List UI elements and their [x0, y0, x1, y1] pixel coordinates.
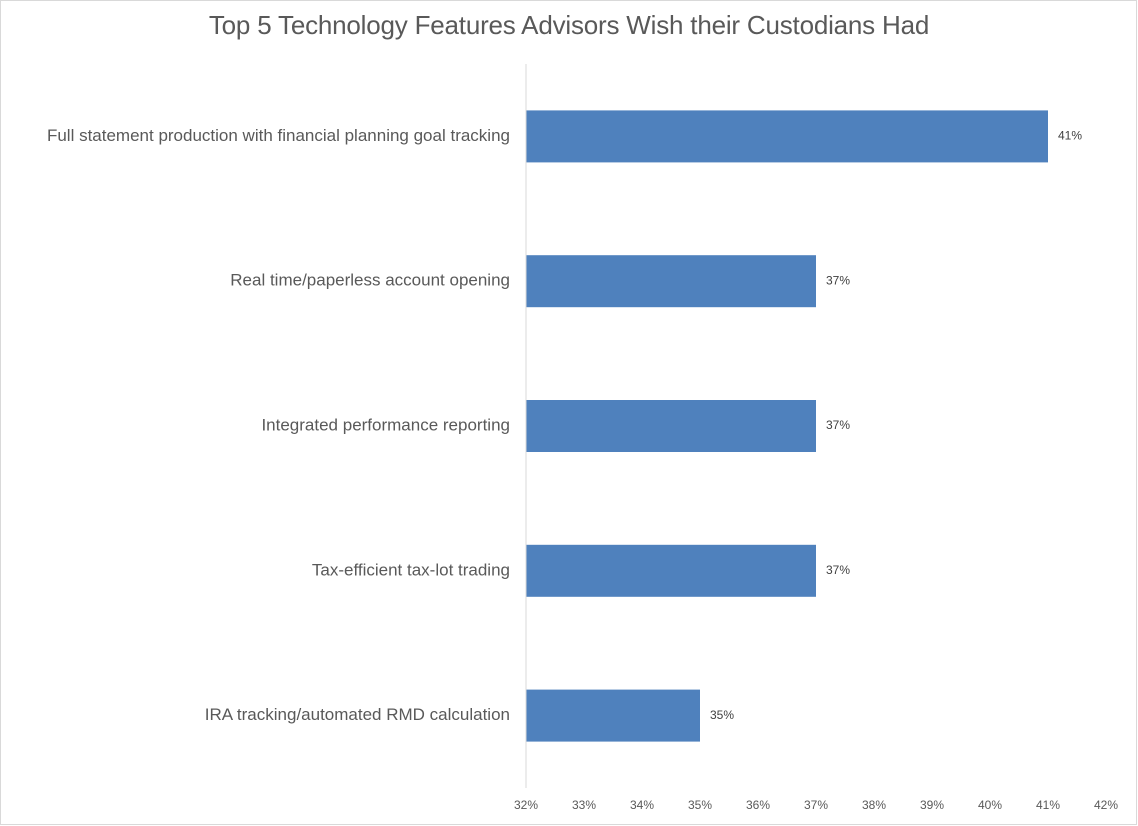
bars-layer [526, 110, 1048, 742]
x-tick-label-34: 34% [630, 798, 654, 812]
x-tick-label-40: 40% [978, 798, 1002, 812]
category-label-4: Tax-efficient tax-lot trading [312, 560, 510, 579]
x-tick-label-41: 41% [1036, 798, 1060, 812]
data-label-2: 37% [826, 273, 850, 287]
x-tick-label-37: 37% [804, 798, 828, 812]
category-label-2: Real time/paperless account opening [230, 271, 510, 290]
x-ticks-layer: 32% 33% 34% 35% 36% 37% 38% 39% 40% 41% 42% [514, 798, 1118, 812]
data-label-3: 37% [826, 418, 850, 432]
bar-4 [526, 544, 816, 597]
bar-5 [526, 689, 700, 742]
bar-2 [526, 255, 816, 308]
y-axis-layer: Full statement production with financial… [47, 64, 527, 788]
bar-3 [526, 400, 816, 452]
x-tick-label-42: 42% [1094, 798, 1118, 812]
bar-1 [526, 110, 1048, 163]
category-label-3: Integrated performance reporting [261, 415, 510, 434]
data-label-4: 37% [826, 563, 850, 577]
x-tick-label-35: 35% [688, 798, 712, 812]
data-label-5: 35% [710, 708, 734, 722]
category-label-5: IRA tracking/automated RMD calculation [205, 705, 510, 724]
chart-title: Top 5 Technology Features Advisors Wish … [208, 10, 930, 40]
x-tick-label-33: 33% [572, 798, 596, 812]
x-tick-label-38: 38% [862, 798, 886, 812]
x-tick-label-39: 39% [920, 798, 944, 812]
labels-layer: 41% 37% 37% 37% 35% [710, 129, 1082, 722]
data-label-1: 41% [1058, 129, 1082, 143]
x-tick-label-32: 32% [514, 798, 538, 812]
category-label-1: Full statement production with financial… [47, 126, 510, 145]
x-tick-label-36: 36% [746, 798, 770, 812]
